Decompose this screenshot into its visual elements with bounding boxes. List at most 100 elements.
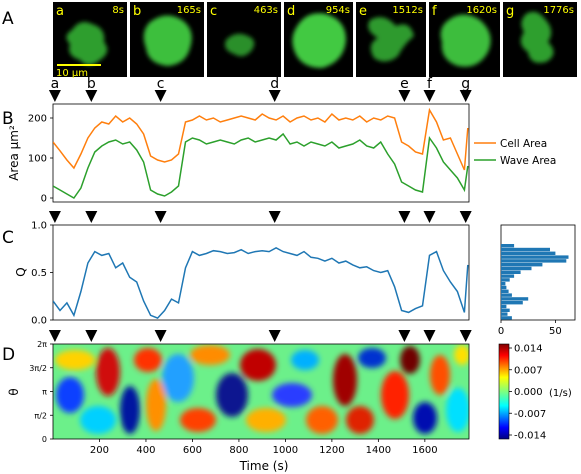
heat-blob [454,345,469,365]
panel-b-ylabel: Area μm² [7,125,21,181]
marker-letter-d: d [270,76,279,92]
heat-blob [96,348,120,396]
panel-b-ytick-label: 0 [41,194,47,205]
panel-d-xtick-label: 600 [183,445,202,456]
marker-arrow-f [423,211,436,223]
marker-arrow-e [398,330,411,342]
cell-blob-d [292,13,346,68]
histogram-xticks: 0 50 [498,320,562,337]
marker-arrow-a [48,211,61,223]
frame-strip: a 8s b 165s c 463s d 954s e 1512s f 1620… [53,2,577,79]
panel-d-ylabel: θ [7,388,21,395]
panel-d-xtick-label: 800 [229,445,248,456]
heat-blob [272,383,312,407]
colorbar-tick-label: 0.014 [514,344,543,355]
marker-arrow-f [423,90,436,102]
marker-letter-g: g [461,76,470,92]
panel-letter-c: C [2,228,14,248]
marker-arrow-b [85,211,98,223]
frame-time-g: 1776s [543,5,574,16]
legend: Cell Area Wave Area [474,138,556,167]
cell-blob-a [66,22,108,65]
frame-letter-b: b [133,4,141,19]
marker-row-b [48,211,472,223]
marker-arrow-c [154,90,167,102]
frame-letter-g: g [506,4,514,19]
frame-time-d: 954s [326,5,350,16]
histogram-bar [501,312,508,316]
histogram-bars [501,244,569,320]
marker-arrow-c [154,211,167,223]
panel-d-ytick-label: 2π [37,340,47,349]
legend-cell-area: Cell Area [500,138,547,150]
cell-blob-e [368,17,414,62]
heatmap-blobs [55,345,469,434]
panel-c-yticks: 0.0 0.5 1.0 [31,221,53,327]
colorbar-tick-label: 0.000 [514,387,543,398]
panel-d-xtick-label: 1000 [273,445,298,456]
histogram-bar [501,316,512,320]
panel-d-ytick-label: 0 [42,435,47,444]
marker-letter-b: b [87,76,96,92]
marker-arrow-b [85,330,98,342]
histogram-bar [501,289,509,293]
panel-d-xtick-label: 400 [136,445,155,456]
marker-arrow-b [85,90,98,102]
panel-c-ytick-label: 0.5 [31,268,47,279]
histogram-xtick-label: 50 [549,326,562,337]
panel-c-ytick-label: 1.0 [31,221,47,232]
panel-d-yticks: 0 π/2 π 3π/2 2π [29,340,53,444]
cell-blob-f [440,14,491,67]
histogram-bar [501,278,510,282]
marker-row-top: a b c d e f g [48,76,472,102]
wave-area-line [53,132,469,199]
marker-arrow-f [423,330,436,342]
histogram-bar [501,297,529,301]
histogram-bar [501,259,567,263]
colorbar-tick-label: 0.007 [514,365,543,376]
frame-letter-e: e [359,4,367,19]
heat-blob [333,354,357,406]
marker-arrow-a [48,330,61,342]
histogram-bar [501,301,523,305]
heat-blob [80,406,116,434]
heat-blob [120,386,140,434]
heat-blob [180,408,216,432]
heat-blob [346,406,374,434]
heat-blob [246,408,286,432]
cell-blob-c [225,33,255,57]
heat-blob [56,377,84,413]
histogram-bar [501,263,543,267]
histogram-bar [501,247,550,252]
histogram-bar [501,282,506,286]
heat-blob [306,406,338,434]
colorbar-unit: (1/s) [549,388,572,399]
panel-d: 0 π/2 π 3π/2 2π 200 400 600 800 1000 1200 1400 1600… [7,340,572,473]
panel-d-ytick-label: π/2 [34,411,47,420]
panel-d-xtick-label: 200 [90,445,109,456]
marker-arrow-g [459,211,472,223]
marker-arrow-c [154,330,167,342]
colorbar [498,343,510,440]
histogram-bar [501,255,569,259]
scale-bar-label: 10 μm [56,68,88,79]
marker-arrow-g [459,330,472,342]
frame-letter-d: d [287,4,295,19]
frame-letter-f: f [432,4,437,19]
heat-blob [55,350,95,370]
panel-d-xlabel: Time (s) [239,459,289,473]
histogram-bar [501,308,510,312]
histogram-bar [501,285,507,290]
heatmap [53,344,469,439]
marker-arrow-d [268,90,281,102]
heat-blob [240,349,276,381]
marker-letter-a: a [51,76,60,92]
frame-time-c: 463s [254,5,278,16]
panel-d-xtick-label: 1200 [319,445,344,456]
colorbar-tick-label: -0.014 [514,431,546,442]
frame-letter-a: a [56,4,64,19]
panel-d-xticks: 200 400 600 800 1000 1200 1400 1600 [90,439,438,456]
panel-d-xtick-label: 1600 [412,445,437,456]
marker-letter-f: f [427,76,433,92]
